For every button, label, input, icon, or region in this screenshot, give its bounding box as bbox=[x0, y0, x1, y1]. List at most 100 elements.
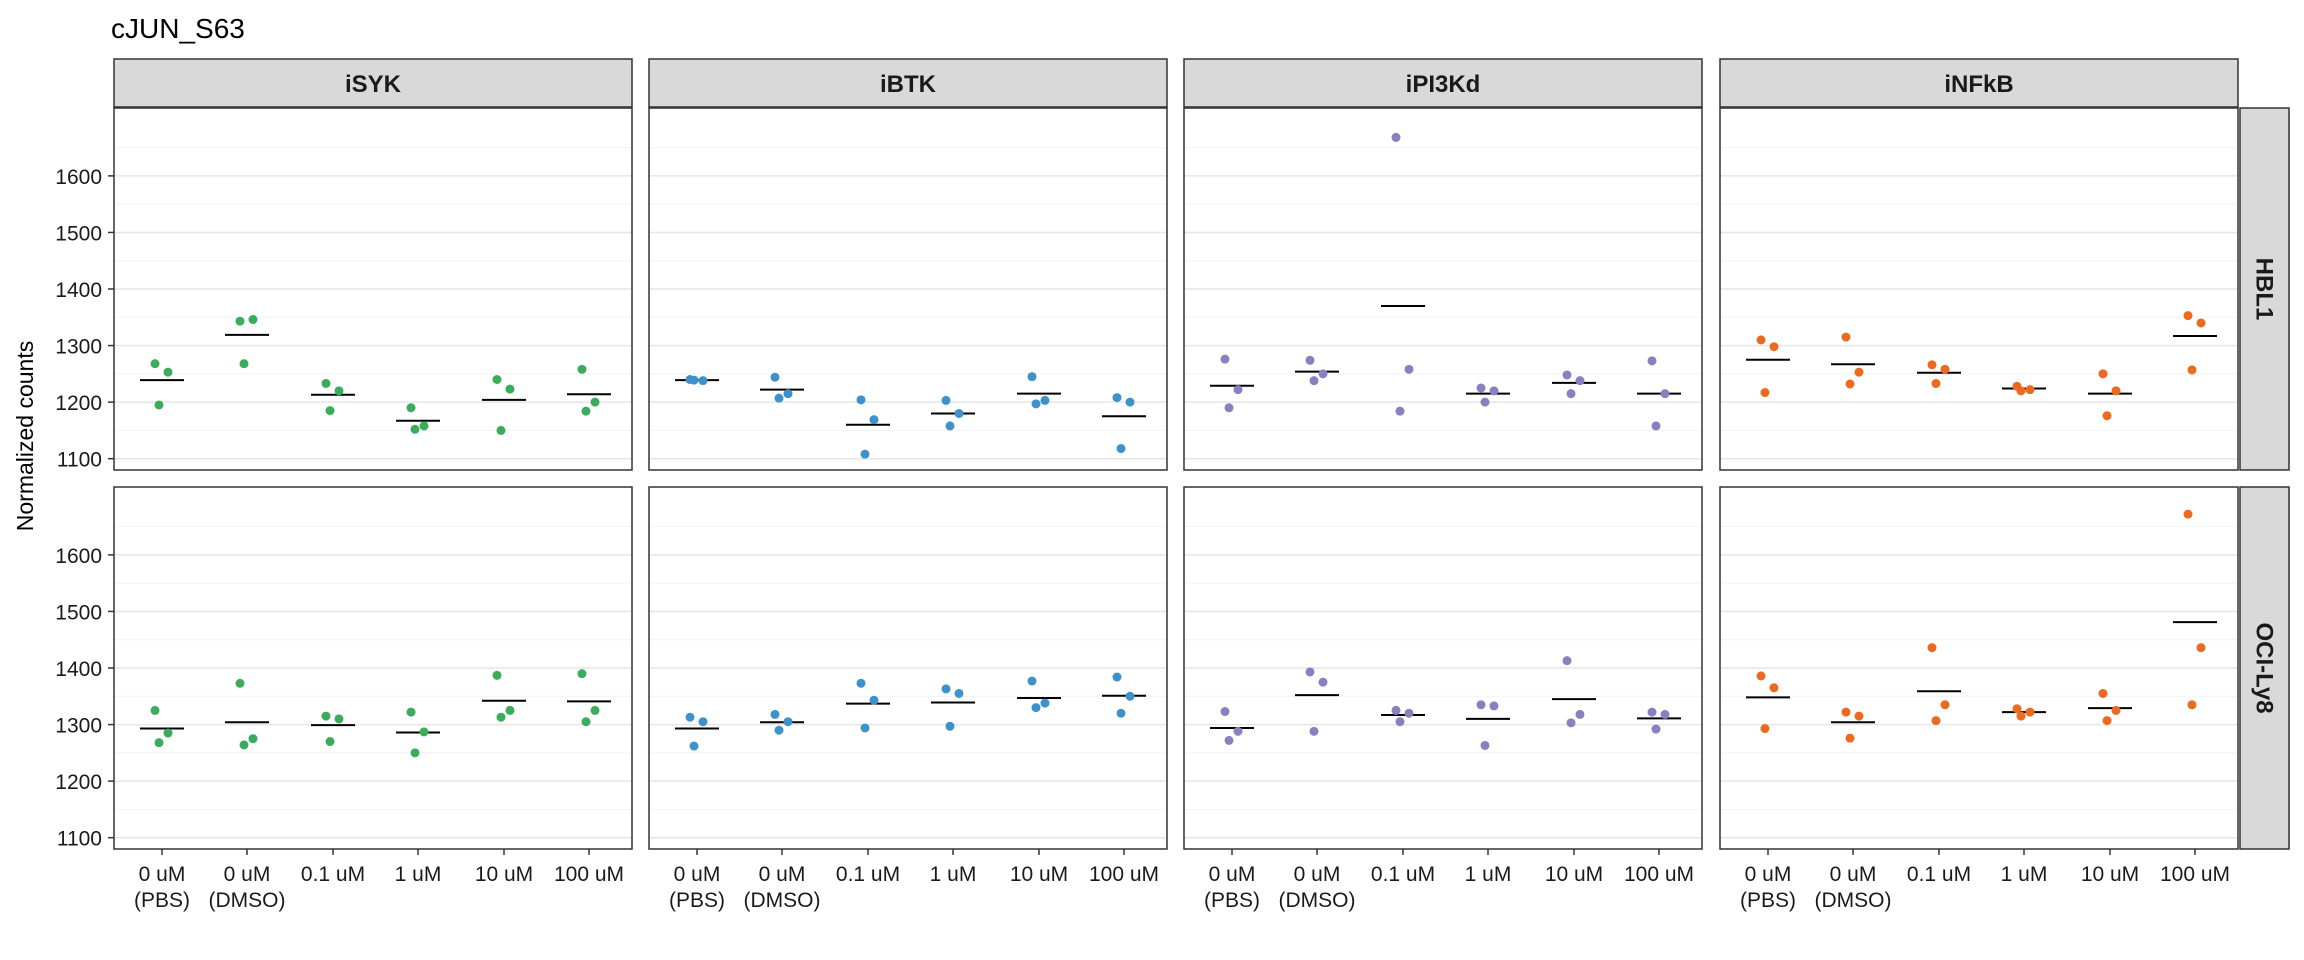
x-tick-label-line: (DMSO) bbox=[744, 889, 821, 912]
panel-hbl1-isyk bbox=[113, 107, 633, 471]
data-point bbox=[1476, 700, 1486, 710]
x-tick-label: 100 uM bbox=[2160, 863, 2230, 886]
data-point bbox=[1476, 383, 1486, 393]
x-tick-label-line: 0 uM bbox=[1294, 863, 1341, 886]
panel-border bbox=[648, 107, 1168, 471]
panel-oci-ly8-infkb bbox=[1719, 486, 2239, 850]
data-point bbox=[1562, 370, 1572, 380]
data-point bbox=[581, 717, 591, 727]
data-point bbox=[410, 748, 420, 758]
data-point bbox=[150, 359, 160, 369]
data-point bbox=[774, 393, 784, 403]
data-point bbox=[1854, 711, 1864, 721]
data-point bbox=[954, 408, 964, 418]
data-point bbox=[1395, 406, 1405, 416]
data-point bbox=[1660, 709, 1670, 719]
y-tick-label: 1100 bbox=[57, 449, 102, 472]
x-tick-label-line: 1 uM bbox=[395, 863, 442, 886]
data-point bbox=[1116, 708, 1126, 718]
data-point bbox=[410, 424, 420, 434]
data-point bbox=[1566, 389, 1576, 399]
x-tick-label-line: 0 uM bbox=[759, 863, 806, 886]
data-point bbox=[1027, 372, 1037, 382]
data-point bbox=[869, 415, 879, 425]
data-point bbox=[239, 740, 249, 750]
facet-label-isyk: iSYK bbox=[345, 71, 402, 98]
x-tick-label-line: (PBS) bbox=[1740, 889, 1796, 912]
data-point bbox=[1309, 726, 1319, 736]
data-point bbox=[2102, 411, 2112, 421]
data-point bbox=[1040, 395, 1050, 405]
x-tick-label-line: 0 uM bbox=[1745, 863, 1792, 886]
data-point bbox=[590, 705, 600, 715]
x-tick-label-line: 0 uM bbox=[224, 863, 271, 886]
data-point bbox=[154, 400, 164, 410]
data-point bbox=[1318, 369, 1328, 379]
data-point bbox=[1040, 698, 1050, 708]
data-point bbox=[1305, 667, 1315, 677]
data-point bbox=[2016, 711, 2026, 721]
data-point bbox=[2187, 700, 2197, 710]
facet-label-infkb: iNFkB bbox=[1944, 71, 2013, 98]
x-tick-label: 10 uM bbox=[1010, 863, 1068, 886]
x-tick-label-line: 10 uM bbox=[475, 863, 533, 886]
data-point bbox=[1305, 355, 1315, 365]
data-point bbox=[321, 711, 331, 721]
data-point bbox=[1489, 701, 1499, 711]
data-point bbox=[505, 384, 515, 394]
data-point bbox=[1125, 397, 1135, 407]
data-point bbox=[770, 372, 780, 382]
data-point bbox=[1404, 708, 1414, 718]
data-point bbox=[239, 359, 249, 369]
x-tick-label-line: 10 uM bbox=[2081, 863, 2139, 886]
data-point bbox=[2098, 369, 2108, 379]
x-tick-label: 1 uM bbox=[930, 863, 977, 886]
data-point bbox=[783, 389, 793, 399]
data-point bbox=[1031, 399, 1041, 409]
data-point bbox=[1760, 388, 1770, 398]
data-point bbox=[1769, 342, 1779, 352]
x-tick-label-line: 0 uM bbox=[674, 863, 721, 886]
data-point bbox=[1845, 379, 1855, 389]
x-tick-label-line: (PBS) bbox=[1204, 889, 1260, 912]
data-point bbox=[1224, 403, 1234, 413]
data-point bbox=[2025, 707, 2035, 717]
data-point bbox=[1112, 672, 1122, 682]
x-tick-label: 0.1 uM bbox=[1907, 863, 1971, 886]
data-point bbox=[1940, 700, 1950, 710]
data-point bbox=[1756, 335, 1766, 345]
data-point bbox=[1927, 360, 1937, 370]
data-point bbox=[1391, 705, 1401, 715]
x-tick-label: 1 uM bbox=[1465, 863, 1512, 886]
data-point bbox=[2025, 385, 2035, 395]
data-point bbox=[1404, 364, 1414, 374]
x-tick-label-line: 0.1 uM bbox=[836, 863, 900, 886]
data-point bbox=[419, 727, 429, 737]
data-point bbox=[1318, 677, 1328, 687]
data-point bbox=[492, 670, 502, 680]
x-tick-label: 10 uM bbox=[1545, 863, 1603, 886]
facet-strip-isyk bbox=[113, 58, 633, 108]
x-tick-label: 0 uM (PBS) bbox=[1740, 863, 1796, 912]
data-point bbox=[1575, 709, 1585, 719]
x-tick-label-line: (PBS) bbox=[669, 889, 725, 912]
x-tick-label-line: 1 uM bbox=[1465, 863, 1512, 886]
panel-border bbox=[1183, 486, 1703, 850]
y-tick-label: 1400 bbox=[55, 279, 102, 302]
x-tick-label-line: 0 uM bbox=[1830, 863, 1877, 886]
data-point bbox=[941, 395, 951, 405]
data-point bbox=[954, 688, 964, 698]
x-tick-label-line: (DMSO) bbox=[209, 889, 286, 912]
x-tick-label: 0 uM (DMSO) bbox=[209, 863, 286, 912]
x-tick-label-line: 1 uM bbox=[2001, 863, 2048, 886]
data-point bbox=[1220, 707, 1230, 717]
y-tick-label: 1300 bbox=[55, 336, 102, 359]
data-point bbox=[869, 695, 879, 705]
chart-title: cJUN_S63 bbox=[111, 13, 245, 44]
data-point bbox=[945, 421, 955, 431]
data-point bbox=[856, 678, 866, 688]
panel-border bbox=[1183, 107, 1703, 471]
data-point bbox=[496, 425, 506, 435]
data-point bbox=[2111, 705, 2121, 715]
